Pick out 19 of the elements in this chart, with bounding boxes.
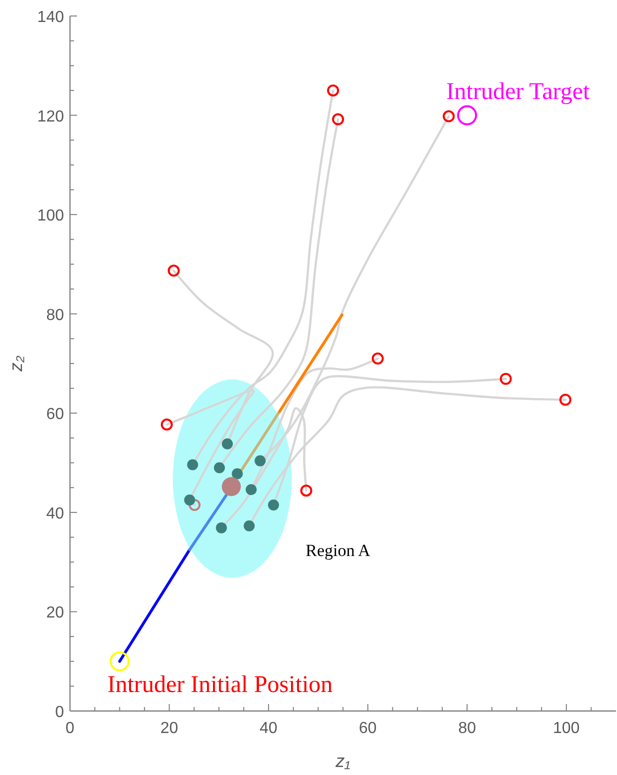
y-tick-label: 120 [37, 108, 64, 126]
y-axis-title: z₂ [6, 355, 26, 372]
x-tick-label: 60 [358, 720, 377, 737]
annotation: Region A [306, 541, 372, 560]
x-tick-label: 40 [260, 720, 278, 737]
x-tick-label: 20 [160, 720, 178, 737]
x-tick-label: 0 [66, 720, 75, 737]
y-tick-label: 80 [46, 306, 64, 324]
y-tick-label: 0 [55, 704, 64, 721]
annotation: Intruder Initial Position [107, 672, 333, 698]
x-axis-title: z₁ [334, 751, 351, 771]
x-tick-label: 100 [553, 720, 580, 737]
x-tick-label: 80 [458, 720, 476, 737]
y-tick-label: 60 [46, 406, 64, 424]
y-tick-label: 20 [46, 604, 64, 622]
y-tick-label: 140 [37, 9, 64, 26]
annotation: Intruder Target [446, 79, 590, 105]
y-tick-label: 40 [46, 505, 64, 522]
y-tick-label: 100 [37, 208, 64, 225]
